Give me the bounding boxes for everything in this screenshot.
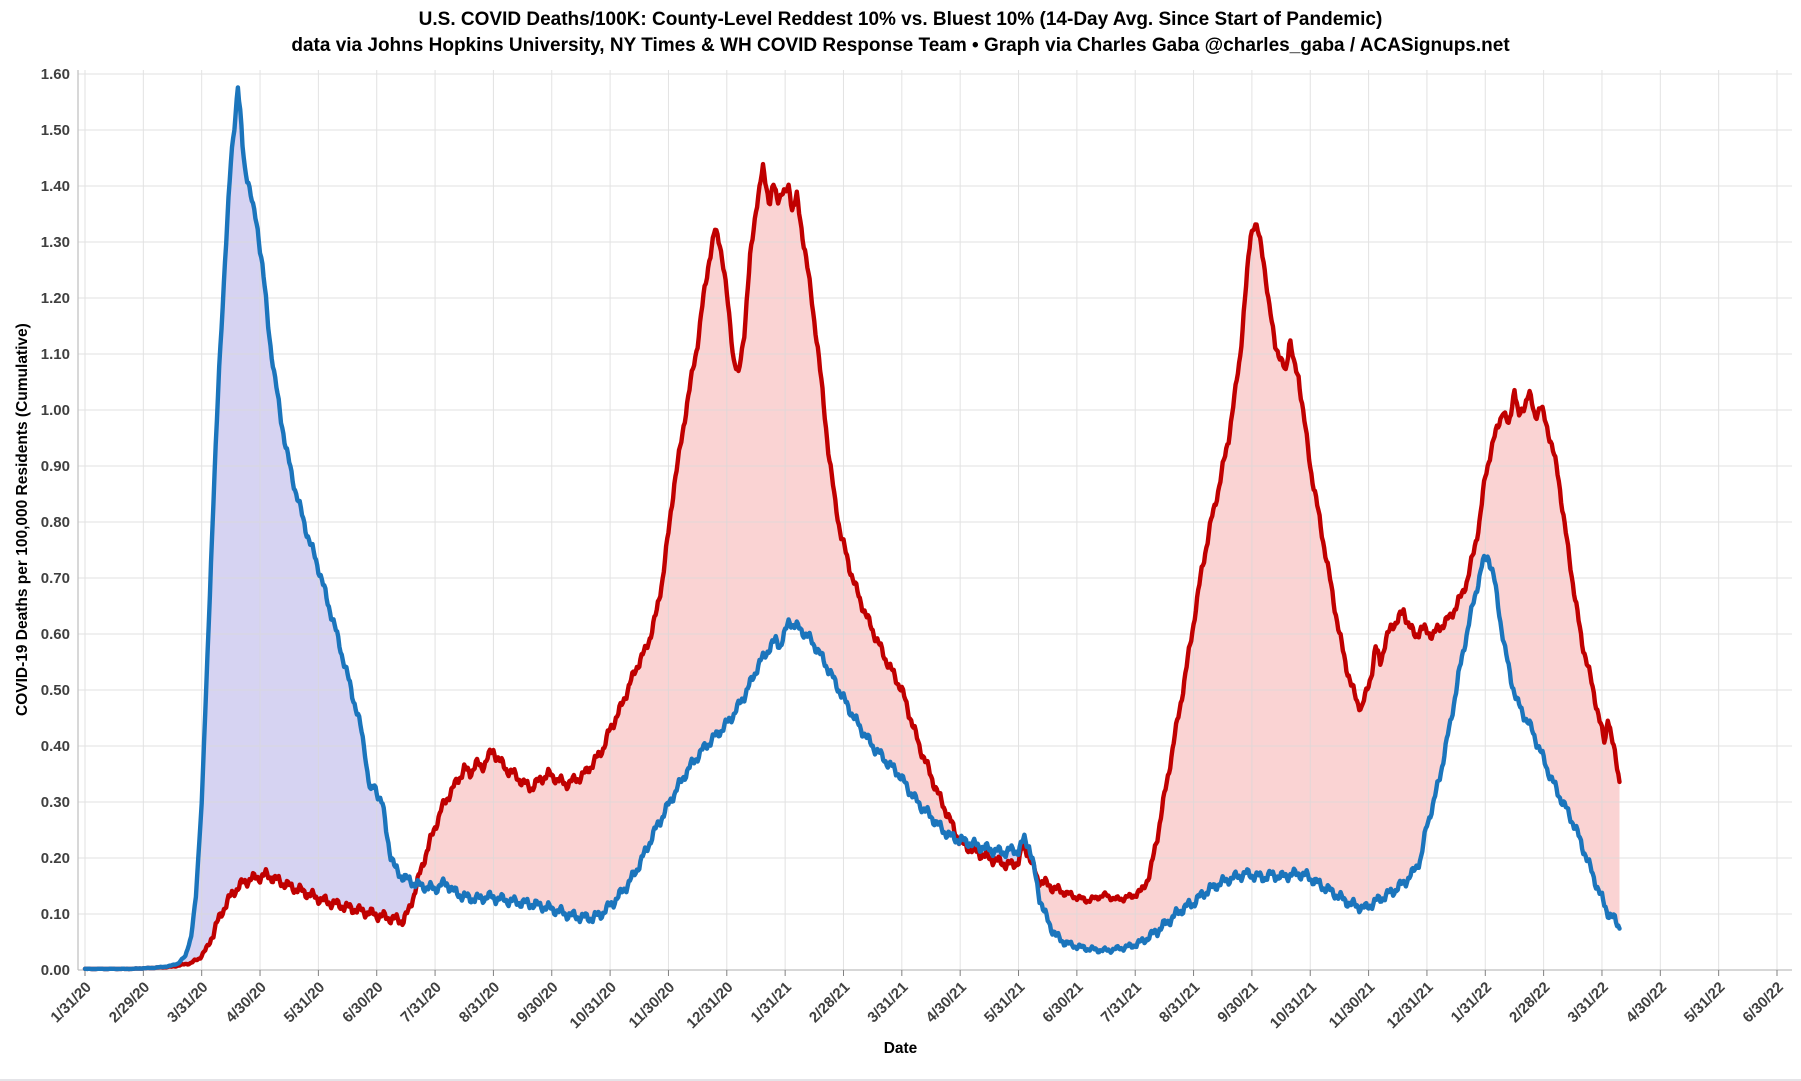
- x-tick-label: 8/31/21: [1156, 979, 1203, 1026]
- y-tick-label: 1.40: [41, 178, 70, 195]
- x-tick-label: 2/29/20: [106, 979, 153, 1026]
- x-tick-label: 6/30/22: [1739, 979, 1786, 1026]
- y-tick-label: 0.90: [41, 458, 70, 475]
- x-axis-title: Date: [883, 1040, 918, 1057]
- chart-title: U.S. COVID Deaths/100K: County-Level Red…: [418, 9, 1383, 30]
- y-tick-label: 0.50: [41, 682, 70, 699]
- x-tick-label: 4/30/22: [1623, 979, 1670, 1026]
- x-tick-label: 1/31/22: [1448, 979, 1495, 1026]
- y-tick-label: 1.00: [41, 402, 70, 419]
- x-tick-label: 7/31/20: [397, 979, 444, 1026]
- y-tick-label: 0.00: [41, 962, 70, 979]
- x-tick-label: 10/31/20: [567, 979, 620, 1032]
- x-tick-label: 8/31/20: [456, 979, 503, 1026]
- y-tick-label: 0.80: [41, 514, 70, 531]
- x-tick-label: 5/31/22: [1681, 979, 1728, 1026]
- x-tick-label: 1/31/20: [47, 979, 94, 1026]
- reddest-10pct-line: [82, 161, 1622, 972]
- gridlines: [78, 70, 1792, 971]
- x-tick-label: 11/30/20: [626, 979, 679, 1032]
- y-tick-label: 0.60: [41, 626, 70, 643]
- x-tick-label: 3/31/21: [864, 979, 911, 1026]
- x-tick-label: 7/31/21: [1098, 979, 1145, 1026]
- y-tick-label: 0.10: [41, 906, 70, 923]
- x-tick-label: 4/30/20: [222, 979, 269, 1026]
- bluest-10pct-line: [82, 85, 1622, 972]
- y-tick-label: 1.10: [41, 346, 70, 363]
- red-above-area: [416, 164, 959, 923]
- y-tick-label: 0.20: [41, 850, 70, 867]
- x-tick-label: 1/31/21: [748, 979, 795, 1026]
- x-tick-label: 5/31/20: [281, 979, 328, 1026]
- x-tick-label: 6/30/21: [1039, 979, 1086, 1026]
- x-tick-label: 9/30/21: [1214, 979, 1261, 1026]
- y-tick-label: 1.50: [41, 122, 70, 139]
- x-tick-label: 3/31/22: [1564, 979, 1611, 1026]
- x-tick-label: 9/30/20: [514, 979, 561, 1026]
- red-above-area: [1034, 224, 1620, 953]
- chart-subtitle: data via Johns Hopkins University, NY Ti…: [291, 35, 1510, 56]
- x-tick-label: 3/31/20: [164, 979, 211, 1026]
- x-tick-label: 6/30/20: [339, 979, 386, 1026]
- y-tick-label: 0.70: [41, 570, 70, 587]
- series-lines: [82, 85, 1622, 972]
- x-tick-label: 2/28/22: [1506, 979, 1553, 1026]
- x-tick-label: 4/30/21: [923, 979, 970, 1026]
- area-fills: [156, 87, 1620, 968]
- y-tick-label: 0.30: [41, 794, 70, 811]
- axes: [77, 70, 1792, 976]
- y-tick-label: 1.20: [41, 290, 70, 307]
- x-tick-label: 10/31/21: [1267, 979, 1320, 1032]
- x-tick-label: 12/31/20: [683, 979, 736, 1032]
- x-tick-label: 2/28/21: [806, 979, 853, 1026]
- x-tick-label: 5/31/21: [981, 979, 1028, 1026]
- blue-above-area: [156, 87, 417, 968]
- x-tick-label: 12/31/21: [1383, 979, 1436, 1032]
- y-tick-label: 0.40: [41, 738, 70, 755]
- y-tick-label: 1.60: [41, 66, 70, 83]
- y-tick-label: 1.30: [41, 234, 70, 251]
- x-tick-label: 11/30/21: [1326, 979, 1379, 1032]
